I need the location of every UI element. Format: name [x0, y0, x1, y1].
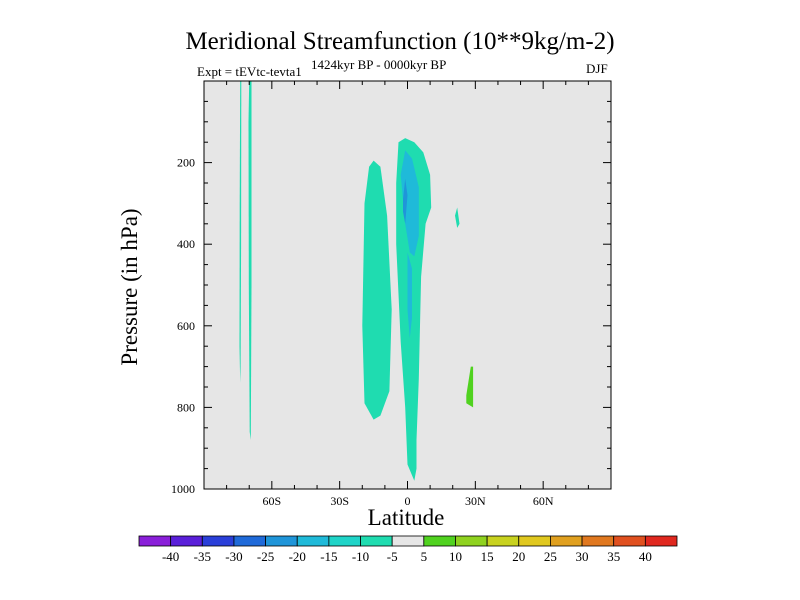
- contour-tropical-west-cell: [362, 160, 392, 420]
- colorbar-label: -5: [387, 549, 398, 564]
- colorbar-label: 40: [639, 549, 652, 564]
- contour-sh-polar-column: [248, 81, 252, 440]
- contour-nh-positive-patch: [466, 366, 474, 408]
- contour-regions: [239, 81, 474, 481]
- colorbar-box: [391, 535, 425, 547]
- x-tick-label: 30S: [330, 494, 349, 508]
- y-tick-label: 600: [177, 319, 195, 333]
- colorbar-box: [644, 535, 678, 547]
- x-tick-label: 30N: [465, 494, 486, 508]
- colorbar-label: -40: [162, 549, 179, 564]
- colorbar-label: -35: [194, 549, 211, 564]
- x-tick-label: 60N: [533, 494, 554, 508]
- colorbar-label: 20: [512, 549, 525, 564]
- colorbar-label: -15: [320, 549, 337, 564]
- x-tick-label: 0: [405, 494, 411, 508]
- colorbar-box: [233, 535, 266, 547]
- contour-tropical-core-3: [403, 178, 408, 224]
- colorbar-box: [550, 535, 583, 547]
- contour-nh-small-patch: [455, 207, 460, 228]
- y-axis-label: Pressure (in hPa): [117, 208, 142, 366]
- colorbar-box: [486, 535, 520, 547]
- colorbar-label: -10: [352, 549, 369, 564]
- contour-tropical-core-1: [400, 150, 419, 257]
- season-label: DJF: [586, 61, 608, 76]
- colorbar-label: 15: [481, 549, 494, 564]
- colorbar-box: [613, 535, 646, 547]
- colorbar-label: 25: [544, 549, 557, 564]
- contour-tropical-core-2: [407, 252, 412, 338]
- colorbar-label: -25: [257, 549, 274, 564]
- colorbar-label: 5: [421, 549, 428, 564]
- y-tick-label: 400: [177, 237, 195, 251]
- colorbar-label: 30: [576, 549, 589, 564]
- colorbar-label: -20: [289, 549, 306, 564]
- colorbar-label: 10: [449, 549, 462, 564]
- period-label: 1424kyr BP - 0000kyr BP: [311, 57, 447, 72]
- axis-ticks: 60S 30S 0 30N 60N 200 400 600 800 1000: [171, 80, 612, 508]
- contour-tropical-main-cell: [396, 138, 432, 481]
- x-axis-label: Latitude: [367, 505, 445, 530]
- experiment-label: Expt = tEVtc-tevta1: [197, 64, 302, 79]
- colorbar-box: [265, 535, 298, 547]
- contour-sh-polar-thin-column: [239, 81, 242, 383]
- chart-title: Meridional Streamfunction (10**9kg/m-2): [185, 28, 615, 55]
- colorbar-box: [581, 535, 615, 547]
- y-tick-label: 1000: [171, 482, 195, 496]
- colorbar: -40 -35 -30 -25 -20 -15 -10 -5 5 10 15 20 25 30 35 40: [138, 535, 678, 564]
- colorbar-box: [138, 535, 172, 547]
- x-tick-label: 60S: [262, 494, 281, 508]
- plot-frame: [203, 80, 612, 490]
- colorbar-box: [170, 535, 203, 547]
- colorbar-box: [328, 535, 361, 547]
- y-tick-label: 200: [177, 156, 195, 170]
- colorbar-box: [423, 535, 456, 547]
- colorbar-label: 35: [607, 549, 620, 564]
- colorbar-box: [455, 535, 488, 547]
- colorbar-box: [201, 535, 235, 547]
- colorbar-box: [518, 535, 551, 547]
- y-tick-label: 800: [177, 400, 195, 414]
- colorbar-box: [296, 535, 330, 547]
- colorbar-box: [360, 535, 393, 547]
- colorbar-label: -30: [225, 549, 242, 564]
